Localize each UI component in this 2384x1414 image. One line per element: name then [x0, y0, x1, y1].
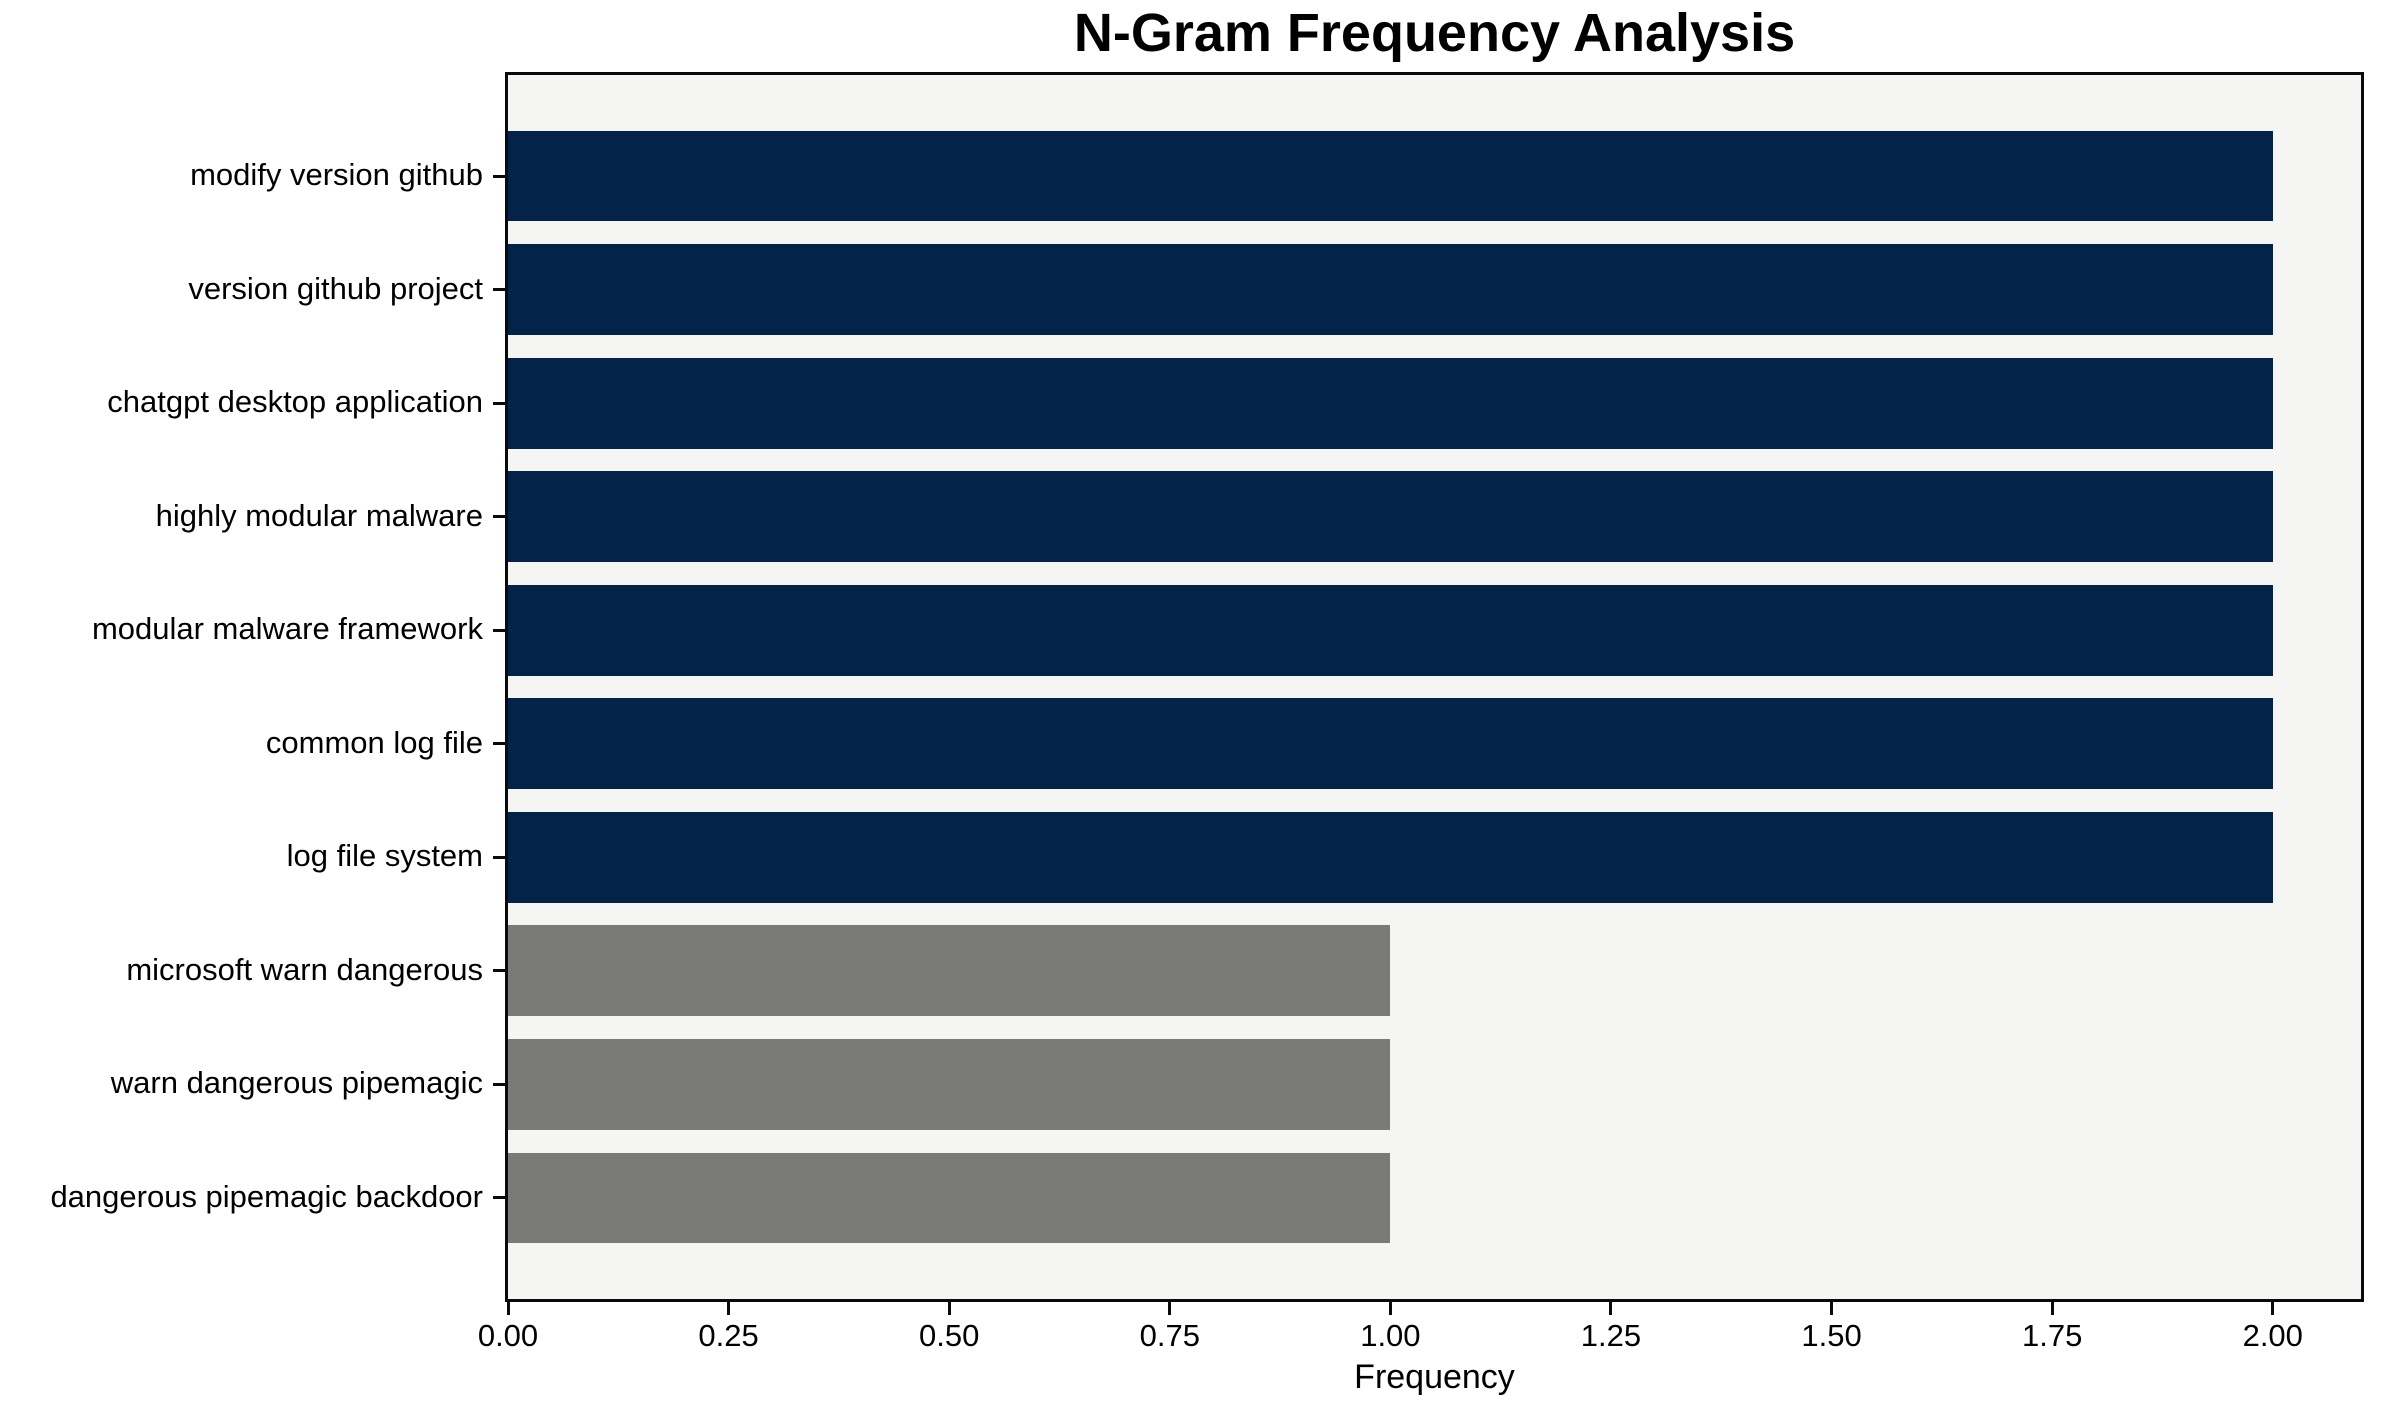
x-tick-label: 0.50 [919, 1318, 980, 1353]
x-tick-label: 1.75 [2021, 1318, 2083, 1353]
y-tick-mark [493, 1082, 505, 1086]
bar [508, 244, 2273, 335]
y-tick-mark [493, 628, 505, 632]
y-tick-label: warn dangerous pipemagic [110, 1065, 483, 1101]
x-tick-mark [727, 1302, 731, 1315]
plot-area [505, 72, 2364, 1302]
y-tick-mark [493, 742, 505, 746]
y-tick-mark [493, 515, 505, 519]
x-tick-label: 0.00 [477, 1318, 539, 1353]
y-tick-mark [493, 1196, 505, 1200]
y-tick-mark [493, 969, 505, 973]
bar [508, 811, 2273, 903]
y-tick-mark [493, 401, 505, 405]
x-tick-label: 0.75 [1139, 1318, 1200, 1353]
y-tick-label: log file system [286, 838, 483, 874]
x-tick-label: 2.00 [2242, 1318, 2303, 1353]
y-tick-label: chatgpt desktop application [107, 384, 483, 420]
y-tick-label: modify version github [190, 157, 483, 193]
bar [508, 584, 2273, 676]
y-tick-label: version github project [188, 270, 483, 306]
x-tick-mark [1830, 1302, 1834, 1315]
bar [508, 698, 2273, 790]
x-tick-mark [1609, 1302, 1613, 1315]
y-tick-label: microsoft warn dangerous [126, 951, 483, 987]
bar [508, 1038, 1391, 1130]
y-tick-label: dangerous pipemagic backdoor [50, 1178, 483, 1214]
bar [508, 357, 2273, 449]
y-tick-label: common log file [265, 724, 483, 760]
y-tick-mark [493, 855, 505, 859]
y-tick-mark [493, 288, 505, 292]
y-tick-label: highly modular malware [155, 497, 483, 533]
x-tick-label: 1.50 [1801, 1318, 1862, 1353]
x-axis-label: Frequency [1354, 1358, 1515, 1396]
bars-layer [508, 75, 2361, 1299]
x-tick-mark [1388, 1302, 1392, 1315]
x-tick-mark [1168, 1302, 1172, 1315]
bar [508, 1152, 1391, 1244]
bar [508, 130, 2273, 222]
x-tick-mark [2271, 1302, 2275, 1315]
x-tick-label: 1.00 [1360, 1318, 1421, 1353]
bar [508, 471, 2273, 563]
bar [508, 925, 1391, 1017]
x-tick-mark [506, 1302, 510, 1315]
x-tick-mark [2050, 1302, 2054, 1315]
x-tick-mark [947, 1302, 951, 1315]
chart-title: N-Gram Frequency Analysis [1073, 3, 1796, 63]
x-tick-label: 0.25 [698, 1318, 759, 1353]
y-tick-label: modular malware framework [91, 611, 483, 647]
y-tick-mark [493, 174, 505, 178]
x-tick-label: 1.25 [1580, 1318, 1642, 1353]
